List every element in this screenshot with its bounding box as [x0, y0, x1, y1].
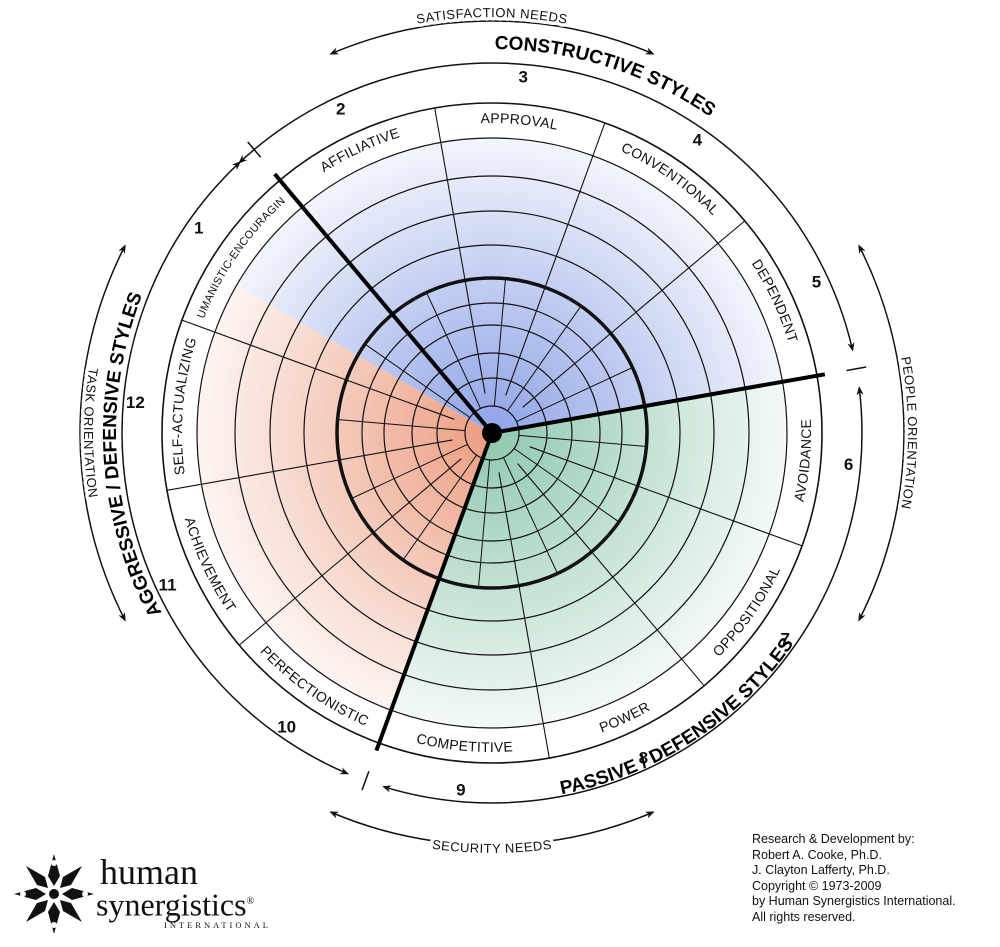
credits-block: Research & Development by: Robert A. Coo… — [752, 832, 956, 926]
segment-number: 12 — [126, 393, 145, 412]
cluster-tick — [846, 366, 867, 372]
segment-number: 6 — [844, 455, 853, 474]
people-label: PEOPLE ORIENTATION — [898, 356, 920, 511]
segment-label: COMPETITIVE — [415, 730, 513, 755]
cluster-range-arc — [238, 62, 855, 352]
segment-label: AVOIDANCE — [791, 419, 814, 503]
credits-line: by Human Synergistics International. — [752, 894, 956, 909]
credits-line: All rights reserved. — [752, 909, 856, 924]
human-synergistics-logo: human synergistics® INTERNATIONAL — [12, 850, 312, 940]
satisfaction-arrow — [329, 20, 655, 55]
credits-line: Robert A. Cooke, Ph.D. — [752, 847, 882, 862]
security-label: SECURITY NEEDS — [431, 837, 552, 856]
satisfaction-label: SATISFACTION NEEDS — [415, 5, 569, 27]
orientation-arrows — [79, 20, 905, 846]
task-label: TASK ORIENTATION — [81, 367, 101, 499]
cluster-range-arc — [121, 161, 350, 775]
segment-number: 11 — [159, 575, 177, 594]
segment-label: SELF-ACTUALIZING — [169, 335, 200, 476]
segment-number: 4 — [693, 131, 703, 150]
segment-number: 9 — [456, 781, 465, 800]
cluster-tick — [361, 771, 370, 791]
segment-number: 3 — [518, 67, 527, 86]
credits-line: J. Clayton Lafferty, Ph.D. — [752, 863, 890, 878]
segment-number: 5 — [812, 273, 821, 292]
center-hub — [482, 423, 502, 443]
people-arrow — [858, 244, 905, 622]
segment-number: 10 — [277, 717, 296, 736]
cluster-tick — [247, 141, 262, 158]
segment-number: 2 — [336, 100, 345, 119]
logo-text-synergistics: synergistics® — [96, 886, 255, 923]
credits-line: Copyright © 1973-2009 — [752, 878, 882, 893]
segment-label: APPROVAL — [480, 110, 559, 133]
cluster-range-arc — [382, 386, 864, 804]
security-arrow — [329, 811, 655, 846]
logo-text-international: INTERNATIONAL — [164, 920, 271, 930]
cluster-arcs — [121, 62, 867, 804]
segment-number: 1 — [194, 219, 203, 238]
task-arrow — [79, 244, 126, 622]
aggressive-styles-title: AGGRESSIVE / DEFENSIVE STYLES — [100, 289, 166, 620]
constructive-styles-title: CONSTRUCTIVE STYLES — [494, 33, 719, 121]
starburst-logo-icon — [14, 854, 94, 934]
credits-line: Research & Development by: — [752, 832, 915, 846]
logo-text-human: human — [100, 852, 198, 892]
